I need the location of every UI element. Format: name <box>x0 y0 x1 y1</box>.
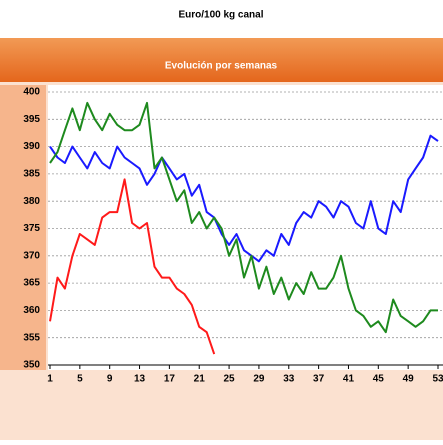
y-tick-label: 385 <box>23 169 40 180</box>
y-axis-band <box>0 85 46 370</box>
chart-subtitle: Evolución por semanas <box>165 61 278 72</box>
x-tick-label: 33 <box>283 374 295 385</box>
y-tick-label: 375 <box>23 223 40 234</box>
y-tick-label: 350 <box>23 360 40 371</box>
x-tick-label: 53 <box>432 374 443 385</box>
x-tick-label: 9 <box>107 374 113 385</box>
plot-area <box>48 85 443 370</box>
y-tick-label: 380 <box>23 196 40 207</box>
series-line <box>49 134 439 263</box>
y-tick-label: 365 <box>23 278 40 289</box>
x-tick-label: 5 <box>77 374 83 385</box>
x-tick-label: 13 <box>134 374 146 385</box>
x-tick-label: 21 <box>194 374 206 385</box>
y-tick-label: 400 <box>23 87 40 98</box>
y-tick-label: 395 <box>23 114 40 125</box>
x-tick-label: 45 <box>373 374 385 385</box>
y-tick-label: 355 <box>23 332 40 343</box>
x-tick-label: 1 <box>47 374 53 385</box>
y-tick-label: 370 <box>23 250 40 261</box>
series-line <box>49 101 438 334</box>
x-tick-label: 37 <box>313 374 325 385</box>
y-tick-label: 360 <box>23 305 40 316</box>
x-tick-label: 49 <box>403 374 415 385</box>
y-tick-label: 390 <box>23 141 40 152</box>
chart-title: Euro/100 kg canal <box>178 10 263 21</box>
panel-header <box>0 38 443 82</box>
x-tick-label: 41 <box>343 374 355 385</box>
x-tick-label: 25 <box>224 374 236 385</box>
x-tick-label: 29 <box>253 374 265 385</box>
x-tick-label: 17 <box>164 374 176 385</box>
series-line <box>49 178 216 355</box>
